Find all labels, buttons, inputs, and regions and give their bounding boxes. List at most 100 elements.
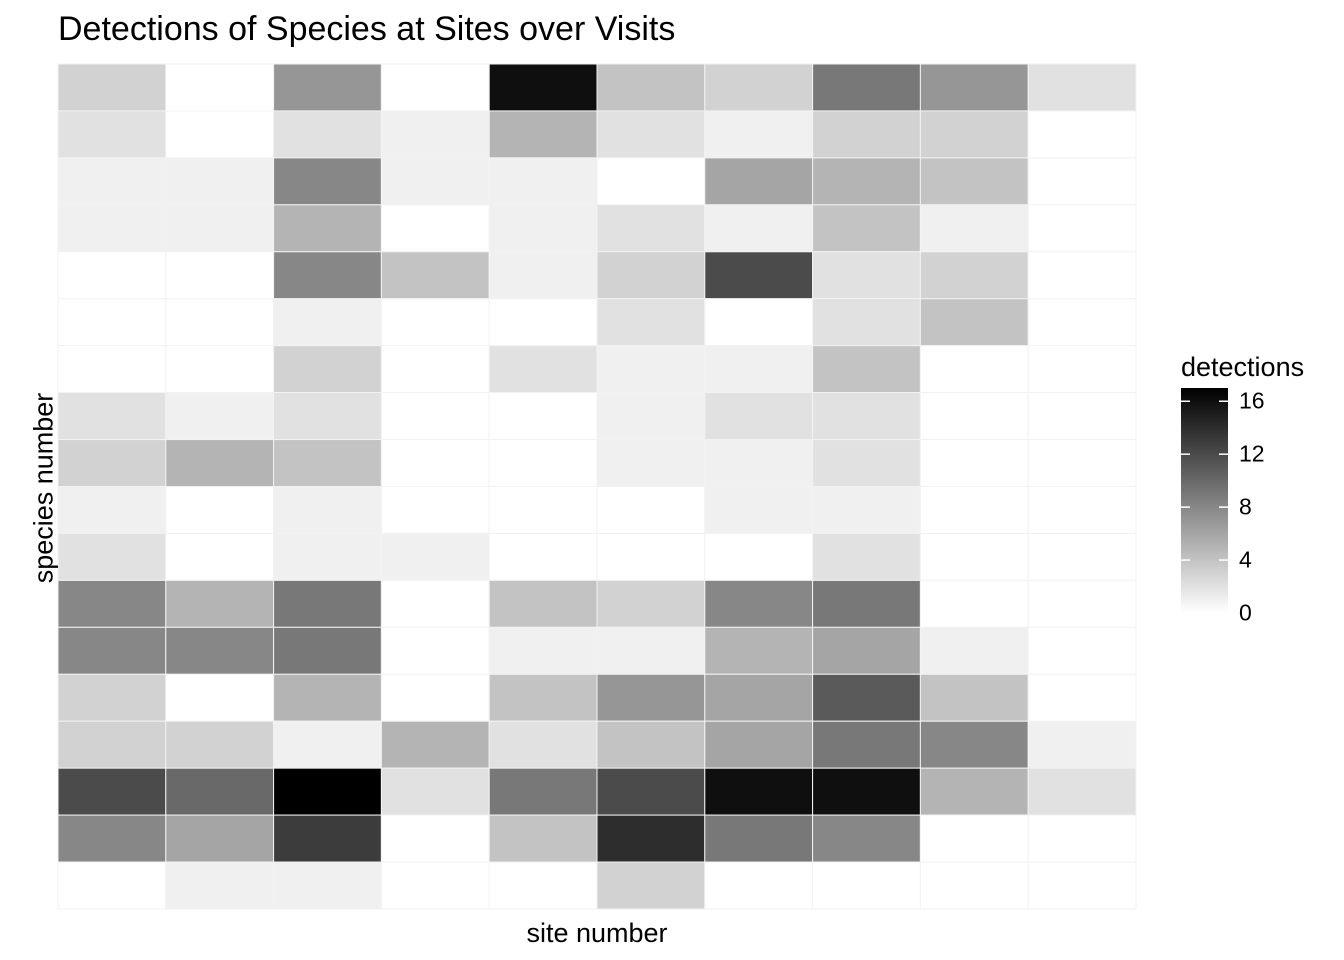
heatmap-cell-r6-c5 [488,298,598,347]
legend-tick-label-8: 8 [1239,493,1252,520]
heatmap-cell-r11-c4 [380,532,490,581]
heatmap-cell-r3-c5 [488,157,598,206]
heatmap-cell-r6-c6 [596,298,706,347]
heatmap-cell-r12-c7 [704,579,814,628]
heatmap-cell-r6-c8 [812,298,921,347]
heatmap-cell-r8-c1 [57,392,167,441]
heatmap-cell-r18-c7 [704,861,814,910]
heatmap-cell-r10-c5 [488,486,598,534]
heatmap-cell-r1-c7 [704,63,814,112]
heatmap-cell-r13-c6 [596,626,706,675]
legend-colorbar-fill [1181,388,1228,613]
heatmap-cell-r13-c3 [273,626,382,675]
heatmap-cell-r2-c8 [812,110,921,159]
heatmap-cell-r3-c10 [1027,157,1137,206]
heatmap-cell-r13-c2 [165,626,275,675]
heatmap-cell-r9-c9 [919,439,1029,487]
heatmap-cell-r8-c4 [380,392,490,441]
heatmap-cell-r9-c7 [704,439,814,487]
heatmap-cell-r11-c7 [704,532,814,581]
heatmap-cell-r11-c1 [57,532,167,581]
heatmap-cell-r6-c9 [919,298,1029,347]
heatmap-cell-r16-c5 [488,767,598,816]
heatmap-cell-r13-c4 [380,626,490,675]
heatmap-cell-r15-c3 [273,720,382,769]
heatmap-cell-r11-c5 [488,532,598,581]
heatmap-cell-r2-c4 [380,110,490,159]
heatmap-cell-r4-c5 [488,204,598,253]
heatmap-cell-r14-c2 [165,673,275,722]
heatmap-cell-r12-c5 [488,579,598,628]
heatmap-cell-r11-c8 [812,532,921,581]
heatmap-cell-r4-c3 [273,204,382,253]
heatmap-cell-r17-c10 [1027,814,1137,863]
heatmap-cell-r15-c4 [380,720,490,769]
heatmap-cell-r4-c10 [1027,204,1137,253]
heatmap-cell-r18-c5 [488,861,598,910]
heatmap-cell-r3-c7 [704,157,814,206]
y-axis-label: species number [28,392,59,584]
heatmap-cell-r3-c4 [380,157,490,206]
heatmap-cell-r5-c7 [704,251,814,300]
heatmap-cell-r18-c6 [596,861,706,910]
heatmap-cell-r8-c3 [273,392,382,441]
heatmap-cell-r1-c10 [1027,63,1137,112]
heatmap-cells [57,63,1137,910]
heatmap-cell-r16-c3 [273,767,382,816]
heatmap-cell-r16-c6 [596,767,706,816]
heatmap-cell-r8-c5 [488,392,598,441]
heatmap-cell-r18-c10 [1027,861,1137,910]
heatmap-cell-r10-c6 [596,486,706,534]
heatmap-cell-r18-c4 [380,861,490,910]
heatmap-cell-r7-c8 [812,345,921,394]
heatmap-cell-r7-c7 [704,345,814,394]
heatmap-cell-r13-c10 [1027,626,1137,675]
heatmap-cell-r4-c8 [812,204,921,253]
heatmap-cell-r17-c3 [273,814,382,863]
heatmap-cell-r18-c3 [273,861,382,910]
heatmap-cell-r15-c8 [812,720,921,769]
heatmap-cell-r9-c8 [812,439,921,487]
heatmap-cell-r8-c2 [165,392,275,441]
heatmap-cell-r2-c6 [596,110,706,159]
heatmap-cell-r9-c4 [380,439,490,487]
heatmap-cell-r15-c6 [596,720,706,769]
legend-tick-label-12: 12 [1239,440,1265,467]
heatmap-cell-r7-c6 [596,345,706,394]
heatmap-cell-r17-c4 [380,814,490,863]
heatmap-cell-r9-c1 [57,439,167,487]
heatmap-cell-r4-c7 [704,204,814,253]
heatmap-cell-r4-c9 [919,204,1029,253]
heatmap-cell-r18-c8 [812,861,921,910]
heatmap-cell-r7-c1 [57,345,167,394]
heatmap-cell-r3-c9 [919,157,1029,206]
heatmap-cell-r5-c6 [596,251,706,300]
heatmap-cell-r15-c10 [1027,720,1137,769]
heatmap-cell-r10-c7 [704,486,814,534]
heatmap-cell-r14-c7 [704,673,814,722]
heatmap-cell-r4-c4 [380,204,490,253]
heatmap-cell-r3-c2 [165,157,275,206]
heatmap-cell-r16-c1 [57,767,167,816]
heatmap-cell-r3-c6 [596,157,706,206]
heatmap-cell-r14-c4 [380,673,490,722]
heatmap-cell-r17-c7 [704,814,814,863]
heatmap-cell-r10-c1 [57,486,167,534]
heatmap-cell-r13-c1 [57,626,167,675]
heatmap-cell-r7-c5 [488,345,598,394]
heatmap-cell-r12-c3 [273,579,382,628]
heatmap-cell-r17-c2 [165,814,275,863]
legend-tick-label-0: 0 [1239,599,1252,626]
heatmap-cell-r11-c9 [919,532,1029,581]
heatmap-cell-r17-c6 [596,814,706,863]
heatmap-cell-r8-c10 [1027,392,1137,441]
heatmap-cell-r15-c2 [165,720,275,769]
heatmap-cell-r8-c6 [596,392,706,441]
heatmap-cell-r2-c10 [1027,110,1137,159]
heatmap-cell-r7-c3 [273,345,382,394]
heatmap-cell-r1-c5 [488,63,598,112]
x-axis-label: site number [526,918,668,948]
heatmap-cell-r8-c9 [919,392,1029,441]
heatmap-cell-r8-c7 [704,392,814,441]
